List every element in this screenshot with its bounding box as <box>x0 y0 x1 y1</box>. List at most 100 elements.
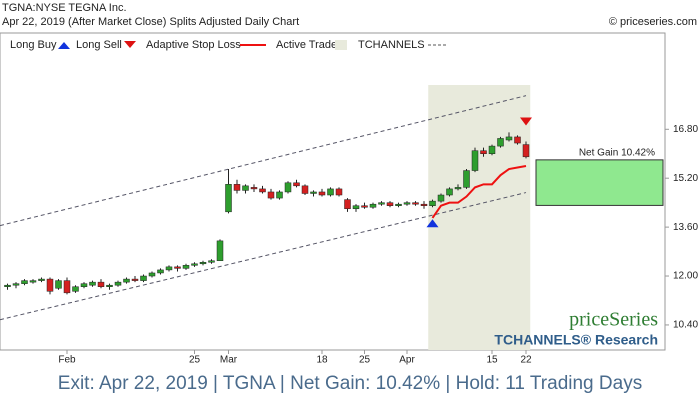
copyright: © priceseries.com <box>609 16 697 28</box>
candle-body <box>463 170 470 188</box>
y-tick-label: 15.20 <box>673 173 698 184</box>
candle-body <box>412 202 419 205</box>
x-tick-label: Apr <box>399 355 415 366</box>
candle-body <box>437 194 445 202</box>
candle-body <box>46 278 54 292</box>
x-tick-label: Feb <box>58 355 76 366</box>
sell-arrow <box>520 117 532 126</box>
candle-body <box>12 283 20 286</box>
candle-body <box>89 281 96 286</box>
candle-body <box>4 284 11 287</box>
candle-body <box>361 205 368 208</box>
candle-body <box>284 182 292 193</box>
x-tick-label: Mar <box>220 355 238 366</box>
candle-body <box>123 278 130 283</box>
net-gain-box <box>535 159 664 206</box>
candle-body <box>259 188 266 193</box>
candle-body <box>352 205 360 210</box>
watermark: priceSeries <box>569 309 658 331</box>
candle-body <box>29 280 37 283</box>
legend: Long Buy Long Sell Adaptive Stop Loss Ac… <box>10 39 448 51</box>
candle-body <box>97 281 105 287</box>
candle-body <box>293 182 300 187</box>
legend-label: Long Buy <box>10 39 57 51</box>
candle-body <box>55 280 62 289</box>
net-gain-label: Net Gain 10.42% <box>579 148 655 159</box>
chart-subtitle: Apr 22, 2019 (After Market Close) Splits… <box>2 16 299 28</box>
candle-body <box>174 266 181 269</box>
legend-label: Adaptive Stop Loss <box>146 39 241 51</box>
candle-body <box>131 278 139 281</box>
x-tick-label: 25 <box>189 355 201 366</box>
footer: Exit: Apr 22, 2019 | TGNA | Net Gain: 10… <box>58 373 642 394</box>
candle-body <box>505 136 513 141</box>
candle-body <box>429 200 436 206</box>
candle-body <box>225 184 232 213</box>
candle-body <box>250 187 258 190</box>
candle-body <box>242 185 249 191</box>
plot-frame <box>0 32 666 351</box>
candle-body <box>480 150 487 154</box>
candle-body <box>21 280 28 284</box>
y-tick-label: 10.40 <box>673 320 698 331</box>
candle-body <box>157 269 164 274</box>
candle-body <box>140 275 147 281</box>
candle-body <box>471 150 479 171</box>
candle-body <box>72 286 79 292</box>
tchannel-upper <box>0 95 527 227</box>
candle-body <box>386 202 394 206</box>
y-tick-label: 16.80 <box>673 124 698 135</box>
candle-body <box>335 188 343 196</box>
candle-body <box>522 144 530 158</box>
candle-body <box>63 280 71 294</box>
x-tick-label: 25 <box>359 355 371 366</box>
candle-body <box>276 191 283 199</box>
candle-body <box>38 278 45 281</box>
candle-body <box>403 202 411 205</box>
candle-body <box>216 240 224 261</box>
candle-body <box>395 203 402 206</box>
candle-body <box>318 191 326 196</box>
legend-icon <box>335 40 347 50</box>
candle-body <box>420 203 428 206</box>
x-tick-label: 15 <box>486 355 498 366</box>
tchannel-lower <box>0 192 527 321</box>
legend-label: Long Sell <box>76 39 122 51</box>
candle-body <box>378 202 385 205</box>
candle-body <box>497 138 504 147</box>
candle-body <box>233 184 241 191</box>
legend-label: Active Trade <box>276 39 337 51</box>
candle-body <box>514 136 521 144</box>
buy-arrow <box>426 219 439 228</box>
x-tick-label: 22 <box>520 355 532 366</box>
candle-body <box>454 187 462 190</box>
legend-icon <box>124 41 136 48</box>
x-tick-label: 18 <box>316 355 328 366</box>
candle-body <box>191 263 198 266</box>
candle-body <box>488 145 496 154</box>
candle-body <box>182 265 190 269</box>
brand: TCHANNELS® Research <box>494 332 658 348</box>
y-tick-label: 13.60 <box>673 222 698 233</box>
stop-loss <box>431 164 527 219</box>
active-trade <box>428 85 531 350</box>
candle-body <box>148 272 156 277</box>
candle-body <box>106 284 113 287</box>
legend-icon <box>58 42 70 49</box>
candle-body <box>208 260 215 263</box>
y-tick-label: 12.00 <box>673 271 698 282</box>
candle-body <box>199 262 207 265</box>
candle-body <box>165 266 173 271</box>
candle-body <box>310 191 317 194</box>
candle-body <box>114 281 122 286</box>
candle-body <box>301 185 309 194</box>
candle-body <box>80 283 88 287</box>
candle-body <box>344 199 351 210</box>
candle-body <box>327 188 334 196</box>
candle-body <box>267 191 275 199</box>
legend-label: TCHANNELS <box>358 39 425 51</box>
candle-body <box>446 188 453 196</box>
candle-body <box>369 203 377 208</box>
chart-title: TGNA:NYSE TEGNA Inc. <box>2 2 127 14</box>
